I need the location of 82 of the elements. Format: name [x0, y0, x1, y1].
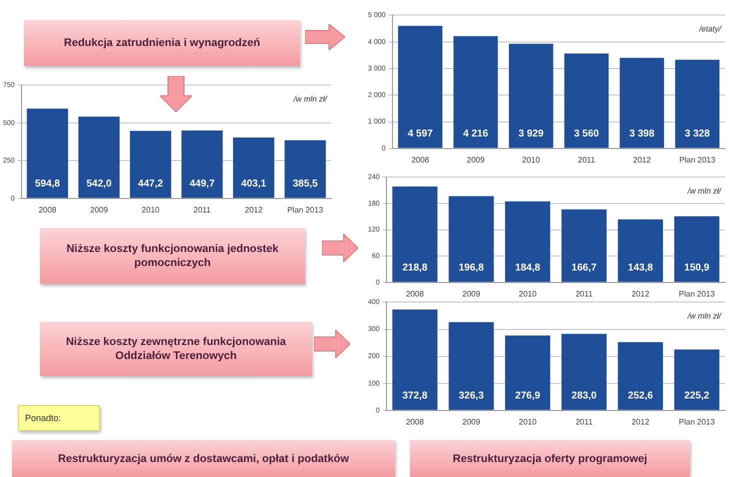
data-label: 218,8 — [402, 262, 428, 274]
data-label: 403,1 — [241, 178, 267, 190]
x-tick-label: Plan 2013 — [678, 417, 716, 426]
data-label: 385,5 — [292, 178, 318, 190]
data-label: 447,2 — [138, 178, 164, 190]
bar — [508, 44, 554, 148]
text: Niższe koszty funkcjonowania jednostek pomocniczych — [40, 228, 305, 284]
annotation: /w mln zł/ — [292, 94, 328, 104]
bar — [448, 322, 494, 410]
data-label: 143,8 — [628, 262, 654, 274]
data-label: 3 398 — [629, 128, 655, 140]
annotation: /w mln zł/ — [686, 311, 722, 320]
data-label: 372,8 — [402, 390, 428, 402]
data-label: 196,8 — [458, 262, 484, 274]
x-tick-label: 2010 — [142, 205, 160, 214]
text: Restrukturyzacja oferty programowej — [410, 440, 690, 477]
annotation: /w mln zł/ — [686, 186, 722, 196]
data-label: 283,0 — [572, 390, 597, 402]
data-label: 166,7 — [572, 262, 597, 274]
bar — [674, 216, 720, 282]
bar — [453, 36, 498, 148]
bar — [505, 201, 550, 282]
bar — [561, 334, 607, 410]
data-label: 326,3 — [458, 390, 484, 402]
data-label: 150,9 — [684, 262, 710, 274]
bar — [564, 54, 609, 148]
data-label: 3 929 — [518, 128, 544, 140]
data-label: 252,6 — [628, 390, 654, 402]
bar — [675, 60, 720, 148]
x-tick-label: 2012 — [632, 289, 650, 298]
bar — [398, 26, 442, 148]
bar — [392, 310, 438, 410]
x-tick-label: 2010 — [518, 289, 538, 298]
bar — [181, 130, 223, 198]
data-label: 276,9 — [515, 390, 541, 402]
x-tick-label: Plan 2013 — [678, 289, 716, 298]
x-tick-label: 2011 — [194, 205, 212, 214]
data-label: 4 216 — [463, 128, 489, 140]
x-tick-label: 2012 — [632, 417, 650, 426]
bar — [618, 219, 663, 282]
bar — [26, 108, 68, 198]
x-tick-label: 2008 — [38, 205, 57, 214]
bar — [284, 140, 326, 198]
bar — [130, 130, 172, 198]
x-tick-label: 2009 — [90, 205, 108, 214]
data-label: 3 560 — [574, 128, 600, 140]
text: Ponadto: — [18, 405, 100, 431]
x-tick-label: 2008 — [411, 155, 430, 164]
bar — [674, 349, 720, 410]
data-label: 4 597 — [408, 128, 434, 140]
text: Restrukturyzacja umów z dostawcami, opłat i podatków — [12, 440, 395, 477]
x-tick-label: Plan 2013 — [287, 205, 324, 214]
text: Niższe koszty zewnętrzne funkcjonowania Oddziałów Terenowych — [40, 322, 312, 376]
text: Redukcja zatrudnienia i wynagrodzeń — [24, 20, 300, 66]
x-tick-label: 2009 — [466, 155, 486, 164]
bar — [392, 186, 438, 282]
x-tick-label: 2012 — [244, 205, 264, 214]
bar — [620, 58, 664, 148]
x-tick-label: 2010 — [522, 155, 540, 164]
data-label: 225,2 — [684, 390, 710, 402]
x-tick-label: 2008 — [406, 417, 424, 426]
x-tick-label: 2008 — [406, 289, 424, 298]
data-label: 184,8 — [515, 262, 541, 274]
x-tick-label: 2011 — [575, 417, 594, 426]
bar — [561, 209, 607, 282]
bar — [233, 138, 274, 198]
x-tick-label: 2009 — [462, 417, 481, 426]
bar — [505, 336, 550, 410]
data-label: 449,7 — [190, 178, 216, 190]
annotation: /etaty/ — [698, 24, 722, 34]
x-tick-label: 2009 — [462, 289, 481, 298]
bar — [618, 342, 663, 410]
x-tick-label: 2011 — [575, 289, 594, 298]
data-label: 3 328 — [684, 128, 710, 140]
x-tick-label: Plan 2013 — [679, 155, 716, 164]
bar — [78, 116, 120, 198]
x-tick-label: 2010 — [518, 417, 538, 426]
data-label: 542,0 — [86, 178, 112, 190]
x-tick-label: 2012 — [632, 155, 652, 164]
x-tick-label: 2011 — [578, 155, 596, 164]
data-label: 594,8 — [34, 178, 60, 190]
bar — [448, 196, 494, 282]
